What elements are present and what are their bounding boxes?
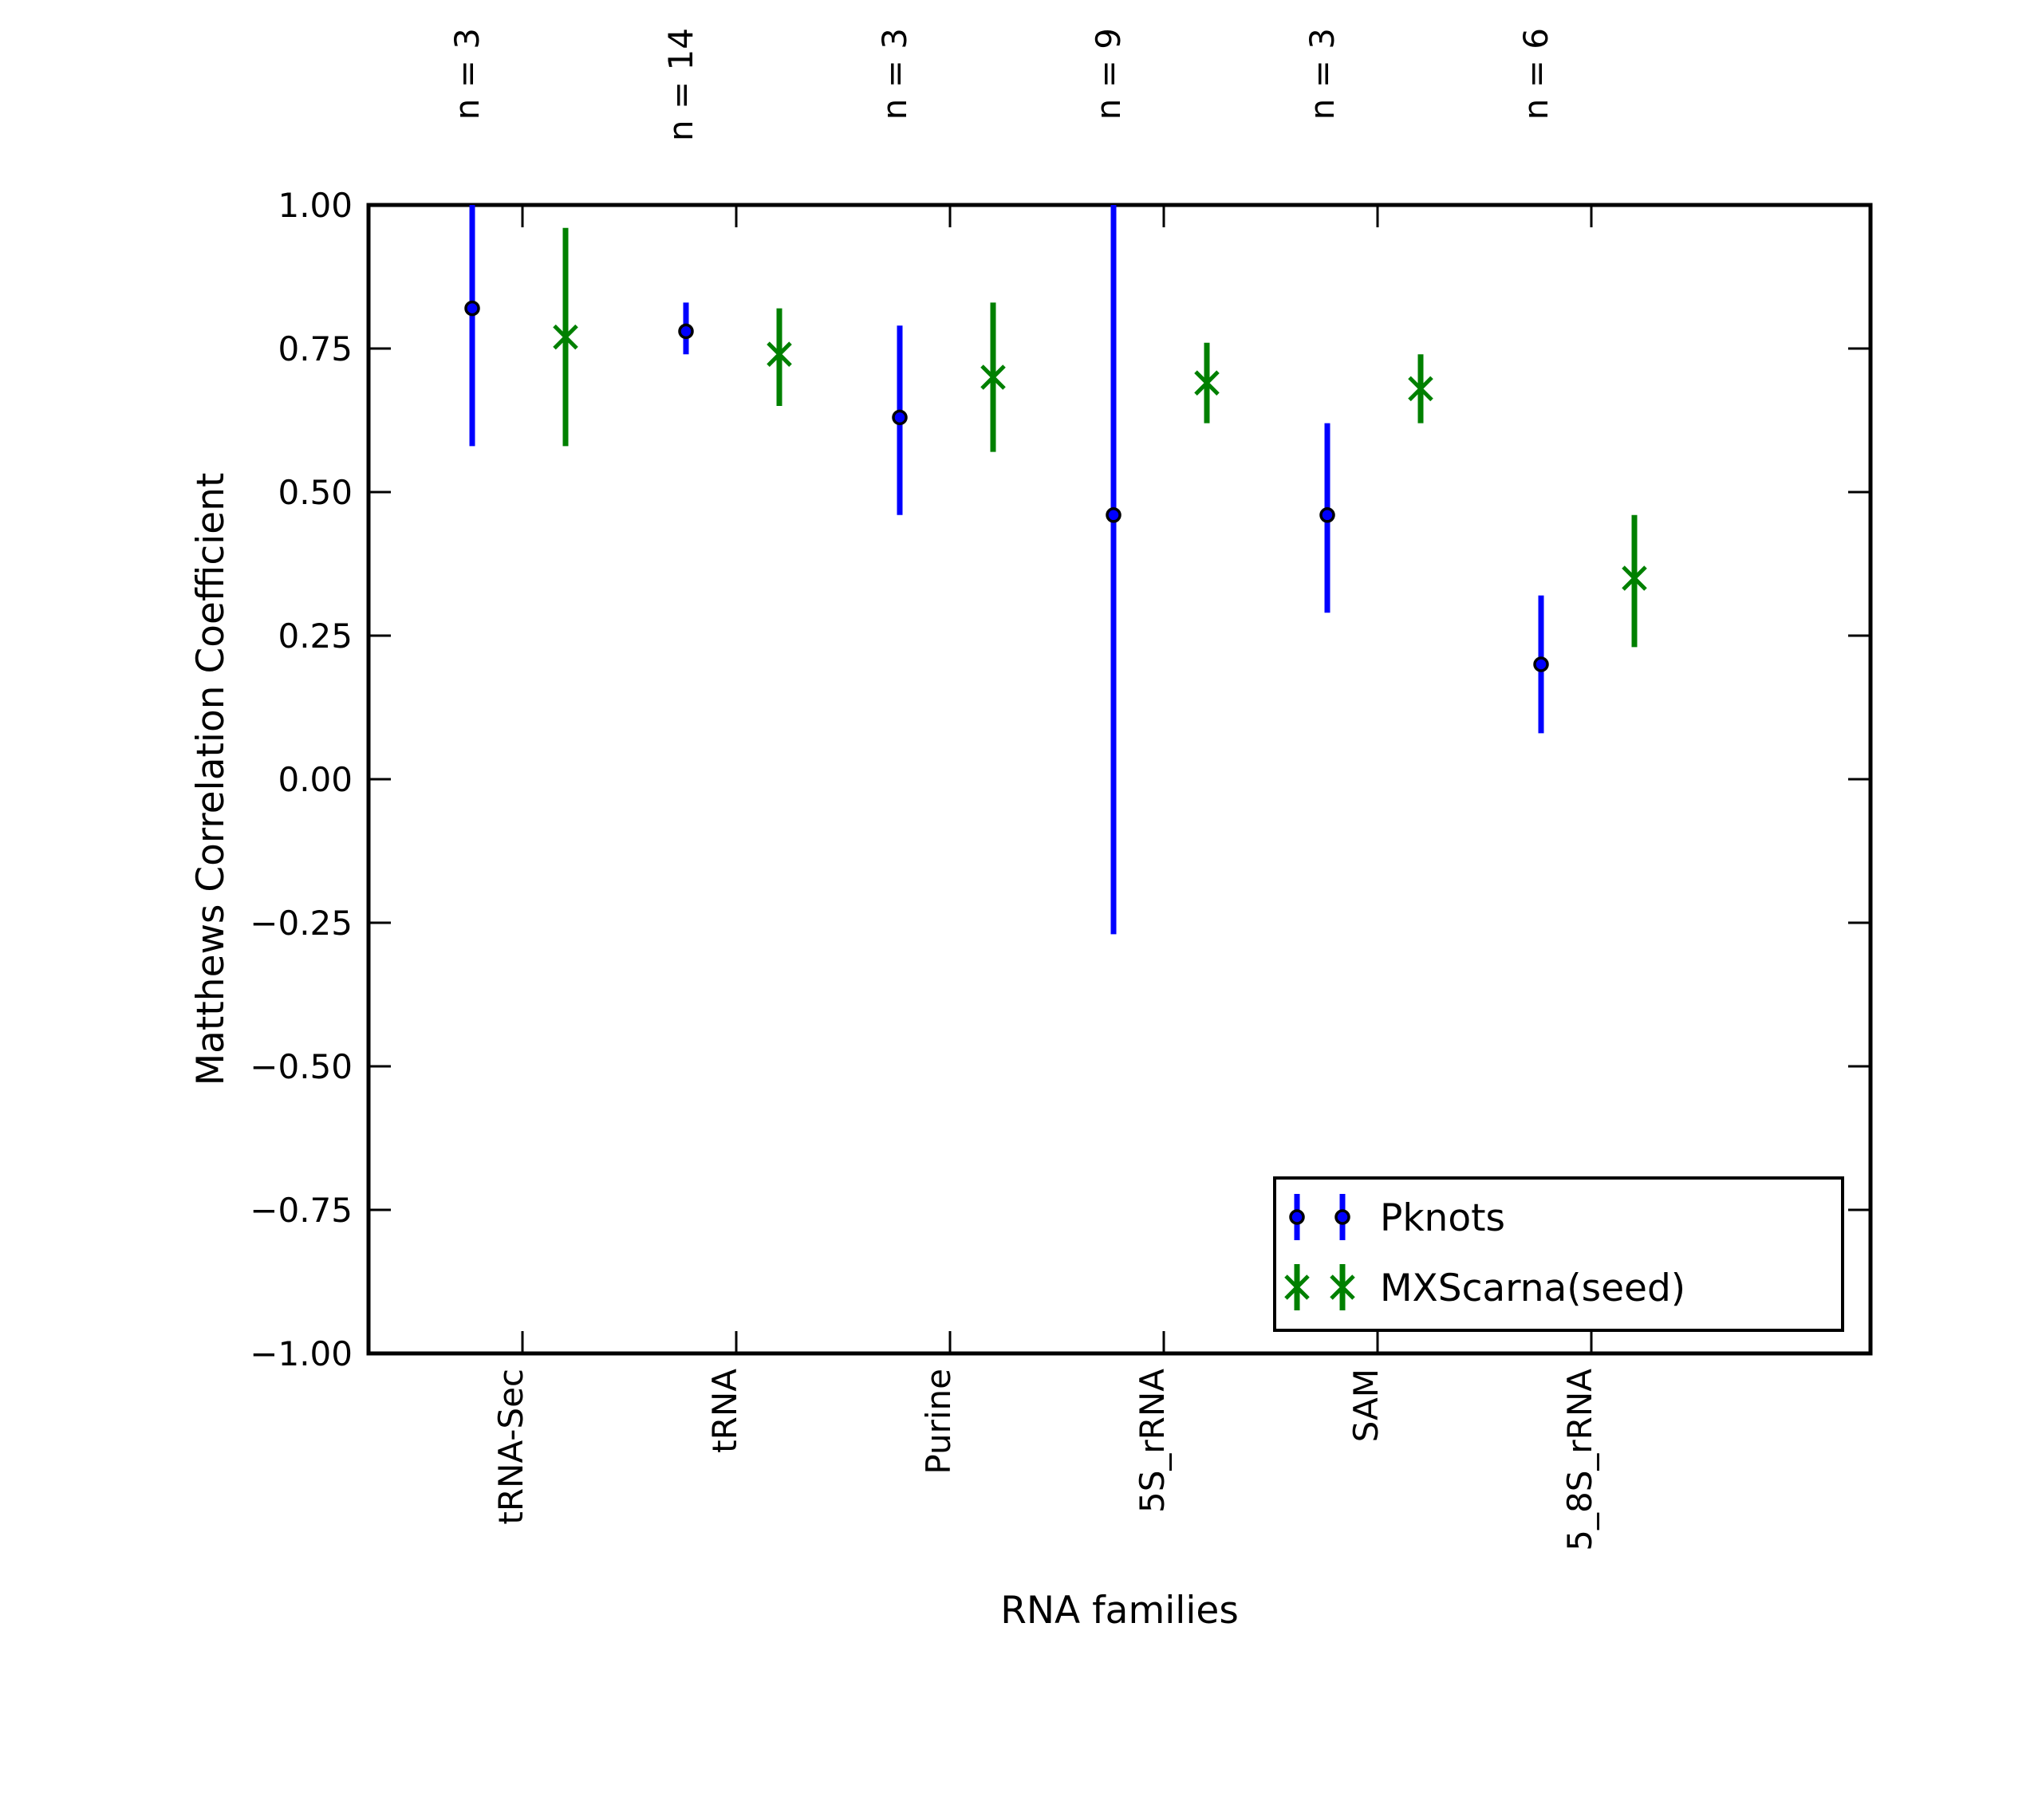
pknots-marker-icon (678, 323, 694, 340)
x-marker-icon (1330, 1274, 1355, 1300)
y-tick-label: 0.50 (278, 473, 353, 512)
legend-label: Pknots (1380, 1196, 1505, 1240)
y-tick-label: 0.25 (278, 617, 353, 656)
y-tick-label: 0.75 (278, 329, 353, 368)
series-pknots (464, 205, 1549, 935)
n-count-label: n = 6 (1516, 28, 1555, 120)
y-tick-label: −0.50 (250, 1047, 353, 1086)
n-count-label: n = 9 (1089, 28, 1128, 120)
pknots-marker-icon (464, 300, 480, 317)
pknots-marker-icon (1319, 507, 1335, 523)
x-tick-label: tRNA (705, 1369, 744, 1453)
x-marker-icon (767, 341, 792, 367)
y-tick-label: −0.75 (250, 1191, 353, 1230)
x-tick-label: 5_8S_rRNA (1560, 1369, 1599, 1551)
x-tick-label: 5S_rRNA (1133, 1369, 1172, 1513)
x-tick-label: Purine (919, 1369, 958, 1475)
pknots-marker-icon (1334, 1209, 1350, 1225)
x-axis-title: RNA families (1000, 1589, 1239, 1633)
series-mxscarna-seed- (553, 227, 1647, 648)
y-tick-label: −0.25 (250, 904, 353, 943)
x-marker-icon (1284, 1274, 1310, 1300)
pknots-marker-icon (892, 409, 908, 426)
pknots-marker-icon (1289, 1209, 1305, 1225)
x-tick-label: tRNA-Sec (491, 1369, 530, 1525)
n-count-label: n = 14 (661, 28, 700, 141)
n-count-label: n = 3 (447, 28, 487, 120)
y-tick-label: 1.00 (278, 186, 353, 225)
pknots-marker-icon (1533, 656, 1549, 672)
pknots-marker-icon (1106, 507, 1122, 523)
x-marker-icon (1408, 376, 1433, 402)
x-marker-icon (553, 324, 578, 350)
x-marker-icon (1622, 565, 1647, 591)
n-count-label: n = 3 (875, 28, 914, 120)
x-marker-icon (1194, 370, 1220, 396)
legend-label: MXScarna(seed) (1380, 1267, 1685, 1310)
n-count-label: n = 3 (1303, 28, 1342, 120)
y-tick-label: −1.00 (250, 1334, 353, 1373)
legend-box (1273, 1176, 1844, 1332)
legend (1273, 1176, 1844, 1332)
y-axis-title: Matthews Correlation Coefficient (189, 473, 233, 1086)
y-tick-label: 0.00 (278, 760, 353, 799)
x-marker-icon (980, 364, 1006, 390)
x-tick-label: SAM (1346, 1369, 1386, 1442)
